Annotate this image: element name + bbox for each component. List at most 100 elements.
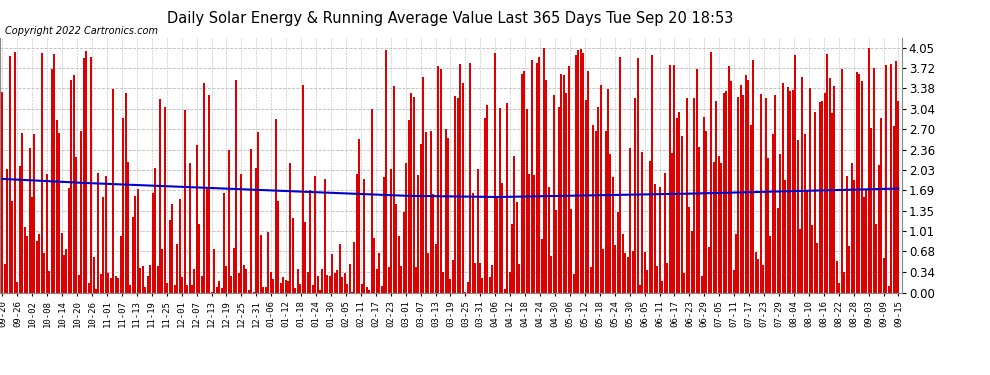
Bar (348, 264, 350, 292)
Bar (393, 86, 395, 292)
Bar (228, 150, 230, 292)
Bar (68, 189, 70, 292)
Bar (147, 276, 148, 292)
Bar (496, 196, 498, 292)
Bar (279, 283, 281, 292)
Bar (370, 110, 372, 292)
Bar (140, 268, 142, 292)
Bar (410, 93, 412, 292)
Bar (287, 280, 289, 292)
Bar (620, 57, 622, 292)
Bar (120, 237, 122, 292)
Bar (831, 113, 833, 292)
Bar (642, 152, 644, 292)
Bar (383, 177, 385, 292)
Bar (572, 274, 574, 292)
Bar (590, 267, 592, 292)
Bar (668, 64, 670, 292)
Bar (324, 179, 326, 292)
Bar (696, 69, 698, 292)
Bar (644, 252, 645, 292)
Bar (223, 193, 225, 292)
Bar (607, 90, 609, 292)
Bar (19, 166, 21, 292)
Bar (246, 269, 248, 292)
Bar (855, 72, 857, 292)
Bar (413, 97, 415, 292)
Bar (721, 164, 722, 292)
Bar (356, 174, 358, 292)
Bar (342, 277, 344, 292)
Bar (749, 125, 751, 292)
Bar (231, 276, 233, 292)
Bar (634, 98, 636, 292)
Bar (476, 169, 478, 292)
Bar (491, 265, 493, 292)
Bar (575, 54, 577, 292)
Bar (514, 156, 516, 292)
Bar (418, 176, 420, 292)
Bar (893, 126, 895, 292)
Bar (610, 154, 612, 292)
Bar (529, 174, 531, 292)
Bar (461, 83, 463, 292)
Bar (122, 118, 124, 292)
Bar (562, 75, 564, 292)
Bar (627, 257, 629, 292)
Bar (95, 289, 97, 292)
Bar (658, 187, 660, 292)
Bar (708, 247, 710, 292)
Bar (317, 276, 319, 292)
Bar (314, 176, 316, 292)
Bar (292, 218, 294, 292)
Bar (169, 220, 171, 292)
Bar (797, 140, 799, 292)
Bar (809, 88, 811, 292)
Bar (501, 183, 503, 292)
Bar (454, 96, 456, 292)
Bar (55, 120, 57, 292)
Bar (582, 53, 584, 292)
Bar (612, 177, 614, 292)
Bar (725, 92, 727, 292)
Bar (262, 287, 264, 292)
Bar (213, 249, 215, 292)
Bar (405, 163, 407, 292)
Bar (75, 158, 77, 292)
Bar (459, 64, 461, 292)
Bar (29, 148, 31, 292)
Bar (853, 180, 855, 292)
Bar (415, 267, 417, 292)
Bar (24, 226, 26, 292)
Bar (754, 252, 756, 292)
Bar (646, 270, 648, 292)
Bar (277, 201, 279, 292)
Bar (257, 132, 259, 292)
Bar (302, 86, 304, 292)
Bar (883, 258, 885, 292)
Bar (88, 283, 90, 292)
Bar (151, 193, 153, 292)
Bar (1, 92, 3, 292)
Bar (843, 272, 845, 292)
Bar (536, 63, 538, 292)
Bar (858, 74, 860, 292)
Bar (26, 236, 28, 292)
Bar (845, 177, 847, 292)
Bar (718, 156, 720, 292)
Bar (539, 57, 541, 292)
Bar (105, 176, 107, 292)
Bar (819, 102, 821, 292)
Bar (534, 175, 536, 292)
Bar (787, 87, 789, 292)
Bar (531, 60, 533, 292)
Bar (360, 284, 362, 292)
Bar (570, 209, 572, 292)
Bar (403, 212, 405, 292)
Bar (489, 277, 491, 292)
Bar (312, 285, 314, 292)
Bar (307, 272, 309, 292)
Bar (560, 74, 562, 292)
Bar (580, 50, 582, 292)
Bar (834, 86, 836, 292)
